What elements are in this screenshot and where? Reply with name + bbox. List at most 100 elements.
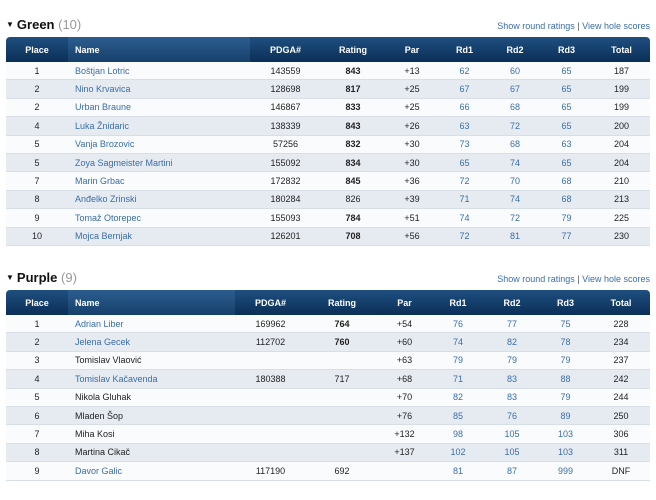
cell-rd3[interactable]: 999 — [539, 461, 592, 481]
cell-rd2[interactable]: 72 — [490, 208, 540, 228]
cell-rd1[interactable]: 73 — [439, 135, 490, 154]
cell-rd3[interactable]: 103 — [539, 424, 592, 444]
column-header-pdga[interactable]: PDGA# — [235, 290, 306, 315]
cell-rd3[interactable]: 65 — [540, 62, 593, 81]
cell-rd3[interactable]: 75 — [539, 315, 592, 334]
cell-name[interactable]: Boštjan Lotric — [68, 62, 250, 81]
cell-rd2[interactable]: 74 — [490, 190, 540, 210]
cell-rd2[interactable]: 77 — [485, 315, 539, 334]
column-header-rating[interactable]: Rating — [321, 37, 385, 62]
cell-name[interactable]: Luka Žnidaric — [68, 116, 250, 136]
cell-rd3[interactable]: 65 — [540, 153, 593, 173]
cell-rd1[interactable]: 71 — [431, 369, 485, 389]
cell-rd1[interactable]: 72 — [439, 227, 490, 246]
cell-name[interactable]: Urban Braune — [68, 98, 250, 118]
cell-name[interactable]: Adrian Liber — [68, 315, 235, 334]
cell-rd3[interactable]: 68 — [540, 190, 593, 210]
cell-rd2[interactable]: 68 — [490, 98, 540, 118]
column-header-total[interactable]: Total — [592, 290, 650, 315]
cell-rd2[interactable]: 76 — [485, 406, 539, 426]
cell-rd3[interactable]: 79 — [540, 208, 593, 228]
column-header-total[interactable]: Total — [593, 37, 650, 62]
cell-rd3[interactable]: 89 — [539, 406, 592, 426]
cell-rd2[interactable]: 70 — [490, 171, 540, 191]
cell-place: 5 — [6, 388, 68, 407]
cell-rd2[interactable]: 82 — [485, 332, 539, 352]
cell-name[interactable]: Mojca Bernjak — [68, 227, 250, 246]
cell-name[interactable]: Vanja Brozovic — [68, 135, 250, 154]
cell-rd2[interactable]: 105 — [485, 424, 539, 444]
cell-name[interactable]: Nino Krvavica — [68, 79, 250, 99]
table-row: 7 Miha Kosi +132 98 105 103 306 — [6, 424, 650, 444]
cell-rd3[interactable]: 68 — [540, 171, 593, 191]
column-header-name[interactable]: Name — [68, 37, 250, 62]
cell-rd2[interactable]: 83 — [485, 388, 539, 407]
cell-rd2[interactable]: 87 — [485, 461, 539, 481]
cell-rd2[interactable]: 67 — [490, 79, 540, 99]
division-title[interactable]: ▼ Green (10) — [6, 17, 81, 32]
cell-rd1[interactable]: 76 — [431, 315, 485, 334]
cell-rd1[interactable]: 74 — [439, 208, 490, 228]
cell-rd2[interactable]: 79 — [485, 351, 539, 371]
division-title[interactable]: ▼ Purple (9) — [6, 270, 77, 285]
view-hole-scores-link[interactable]: View hole scores — [582, 274, 650, 284]
cell-rd3[interactable]: 65 — [540, 116, 593, 136]
cell-rd1[interactable]: 65 — [439, 153, 490, 173]
column-header-rd2[interactable]: Rd2 — [490, 37, 540, 62]
column-header-place[interactable]: Place — [6, 290, 68, 315]
show-round-ratings-link[interactable]: Show round ratings — [497, 21, 575, 31]
cell-rd2[interactable]: 105 — [485, 443, 539, 463]
cell-rd1[interactable]: 72 — [439, 171, 490, 191]
cell-rd2[interactable]: 60 — [490, 62, 540, 81]
cell-rd3[interactable]: 79 — [539, 351, 592, 371]
view-hole-scores-link[interactable]: View hole scores — [582, 21, 650, 31]
show-round-ratings-link[interactable]: Show round ratings — [497, 274, 575, 284]
cell-rd1[interactable]: 63 — [439, 116, 490, 136]
cell-rd3[interactable]: 77 — [540, 227, 593, 246]
cell-rd2[interactable]: 83 — [485, 369, 539, 389]
cell-name[interactable]: Jelena Gecek — [68, 332, 235, 352]
cell-rd2[interactable]: 72 — [490, 116, 540, 136]
cell-name[interactable]: Zoya Sagmeister Martini — [68, 153, 250, 173]
cell-rd1[interactable]: 66 — [439, 98, 490, 118]
cell-rd1[interactable]: 82 — [431, 388, 485, 407]
cell-rd3[interactable]: 65 — [540, 98, 593, 118]
column-header-name[interactable]: Name — [68, 290, 235, 315]
cell-rd1[interactable]: 81 — [431, 461, 485, 481]
cell-rd3[interactable]: 103 — [539, 443, 592, 463]
column-header-par[interactable]: Par — [378, 290, 431, 315]
column-header-rating[interactable]: Rating — [306, 290, 378, 315]
cell-rd3[interactable]: 88 — [539, 369, 592, 389]
cell-rd3[interactable]: 63 — [540, 135, 593, 154]
cell-name[interactable]: Tomislav Kačavenda — [68, 369, 235, 389]
column-header-rd2[interactable]: Rd2 — [485, 290, 539, 315]
column-header-pdga[interactable]: PDGA# — [250, 37, 321, 62]
cell-rd1[interactable]: 62 — [439, 62, 490, 81]
cell-rd1[interactable]: 102 — [431, 443, 485, 463]
column-header-rd1[interactable]: Rd1 — [431, 290, 485, 315]
cell-rd2[interactable]: 81 — [490, 227, 540, 246]
cell-rd1[interactable]: 74 — [431, 332, 485, 352]
column-header-rd1[interactable]: Rd1 — [439, 37, 490, 62]
cell-rd1[interactable]: 71 — [439, 190, 490, 210]
cell-rd3[interactable]: 79 — [539, 388, 592, 407]
column-header-rd3[interactable]: Rd3 — [540, 37, 593, 62]
cell-name[interactable]: Marin Grbac — [68, 171, 250, 191]
cell-rd1[interactable]: 67 — [439, 79, 490, 99]
cell-pdga — [235, 388, 306, 407]
cell-rd3[interactable]: 65 — [540, 79, 593, 99]
column-header-par[interactable]: Par — [385, 37, 439, 62]
cell-rd1[interactable]: 79 — [431, 351, 485, 371]
cell-rd2[interactable]: 68 — [490, 135, 540, 154]
column-header-place[interactable]: Place — [6, 37, 68, 62]
cell-rd1[interactable]: 85 — [431, 406, 485, 426]
collapse-triangle-icon[interactable]: ▼ — [6, 20, 14, 29]
cell-name[interactable]: Tomaž Otorepec — [68, 208, 250, 228]
collapse-triangle-icon[interactable]: ▼ — [6, 273, 14, 282]
cell-rd2[interactable]: 74 — [490, 153, 540, 173]
cell-name[interactable]: Davor Galic — [68, 461, 235, 481]
cell-rd3[interactable]: 78 — [539, 332, 592, 352]
cell-rd1[interactable]: 98 — [431, 424, 485, 444]
column-header-rd3[interactable]: Rd3 — [539, 290, 592, 315]
cell-name[interactable]: Anđelko Zrinski — [68, 190, 250, 210]
